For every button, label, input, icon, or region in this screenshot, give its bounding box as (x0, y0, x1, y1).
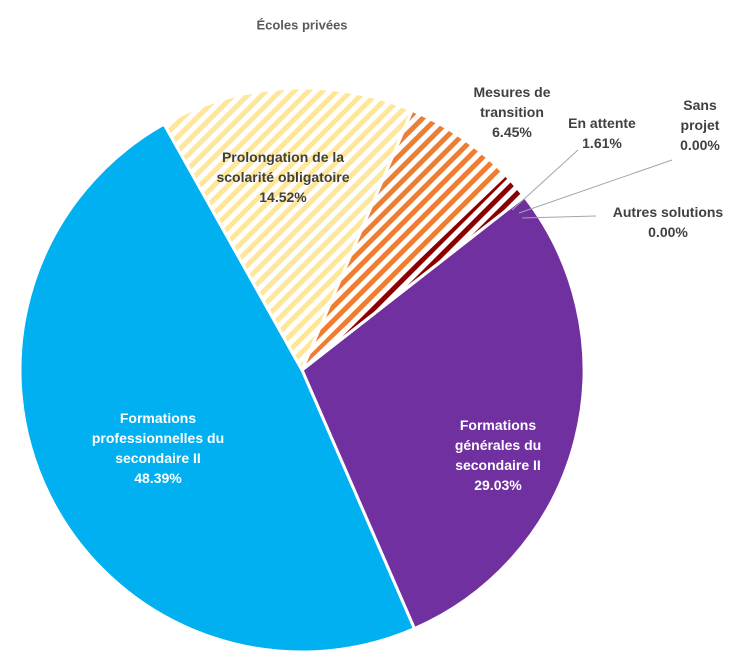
value-label: 29.03% (474, 477, 522, 493)
slice-label: Prolongation de la scolarité obligatoire… (196, 147, 371, 207)
category-label: Formations générales du secondaire II (454, 417, 542, 473)
value-label: 0.00% (648, 224, 688, 240)
leader-line (521, 215, 597, 219)
category-label: Formations professionnelles du secondair… (91, 410, 225, 466)
value-label: 48.39% (134, 470, 182, 486)
slice-label: Formations professionnelles du secondair… (83, 408, 233, 488)
category-label: Mesures de transition (473, 84, 551, 120)
leader-line (511, 149, 579, 211)
leader-line (518, 159, 673, 214)
pie-slice (162, 86, 414, 372)
chart-title: Écoles privées (256, 17, 348, 33)
category-label: Prolongation de la scolarité obligatoire (216, 149, 350, 185)
value-label: 0.00% (680, 137, 720, 153)
value-label: 1.61% (582, 135, 622, 151)
pie-slice (300, 194, 586, 631)
slice-label: En attente 1.61% (557, 113, 647, 153)
category-label: En attente (568, 115, 636, 131)
pie-slice (300, 108, 508, 372)
slice-label: Sans projet 0.00% (670, 95, 730, 155)
slices (18, 86, 586, 654)
slice-label: Formations générales du secondaire II 29.… (433, 415, 563, 495)
category-label: Autres solutions (612, 204, 724, 220)
value-label: 6.45% (492, 124, 532, 140)
pie-slice (300, 194, 526, 372)
slice-label: Autres solutions 0.00% (598, 202, 738, 242)
value-label: 14.52% (259, 189, 307, 205)
pie-slice (18, 122, 416, 654)
slice-label: Mesures de transition 6.45% (462, 82, 562, 142)
category-label: Sans projet (680, 97, 720, 133)
